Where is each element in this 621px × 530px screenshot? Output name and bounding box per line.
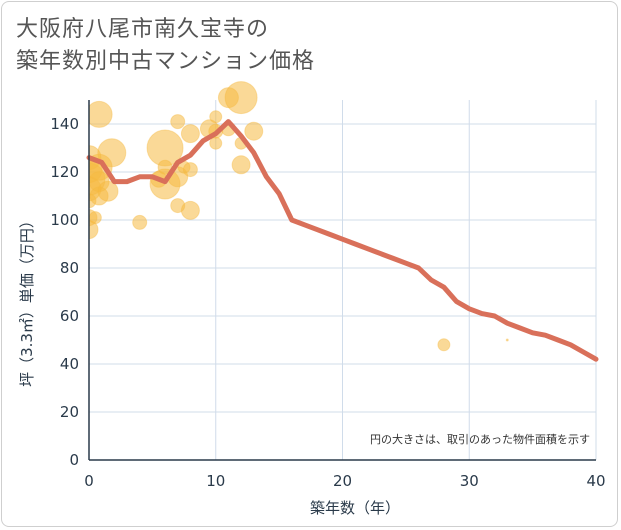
y-tick-label: 100: [50, 211, 79, 229]
y-tick-label: 0: [69, 451, 79, 469]
y-tick-label: 60: [60, 307, 79, 325]
bubble-point: [182, 162, 198, 178]
bubble-point: [180, 200, 200, 220]
chart-title: 大阪府八尾市南久宝寺の 築年数別中古マンション価格: [16, 14, 315, 78]
y-tick-label: 80: [60, 259, 79, 277]
x-tick-label: 30: [460, 472, 479, 490]
y-tick-label: 20: [60, 403, 79, 421]
bubble-size-note: 円の大きさは、取引のあった物件面積を示す: [370, 432, 590, 446]
bubble-point: [89, 211, 102, 225]
bubble-point: [209, 110, 223, 124]
title-line-1: 大阪府八尾市南久宝寺の: [16, 17, 270, 42]
trend-line-series: [86, 119, 599, 362]
bubble-point: [180, 124, 200, 144]
y-tick-label: 140: [50, 115, 79, 133]
bubble-point: [170, 114, 186, 130]
y-tick-label: 120: [50, 163, 79, 181]
title-line-2: 築年数別中古マンション価格: [16, 49, 316, 74]
x-tick-label: 10: [206, 472, 225, 490]
x-axis-title: 築年数（年）: [310, 499, 400, 517]
bubble-point: [97, 138, 127, 168]
bubble-point: [244, 121, 264, 141]
bubble-point: [89, 100, 113, 128]
x-tick-label: 20: [333, 472, 352, 490]
x-tick-label: 40: [586, 472, 605, 490]
bubble-point: [505, 338, 509, 342]
trend-line: [86, 119, 599, 362]
y-axis-title: 坪（3.3㎡）単価（万円）: [18, 213, 36, 387]
bubble-point: [231, 155, 251, 175]
y-tick-label: 40: [60, 355, 79, 373]
x-tick-label: 0: [84, 472, 94, 490]
bubble-point: [97, 180, 119, 202]
bubble-point: [132, 214, 148, 230]
bubble-point: [437, 338, 451, 352]
bubble-point: [224, 81, 258, 115]
bubble-point: [209, 136, 223, 150]
axes: 0 20 40 60 80 100 120 140 0 10 20 30 40: [50, 100, 606, 490]
